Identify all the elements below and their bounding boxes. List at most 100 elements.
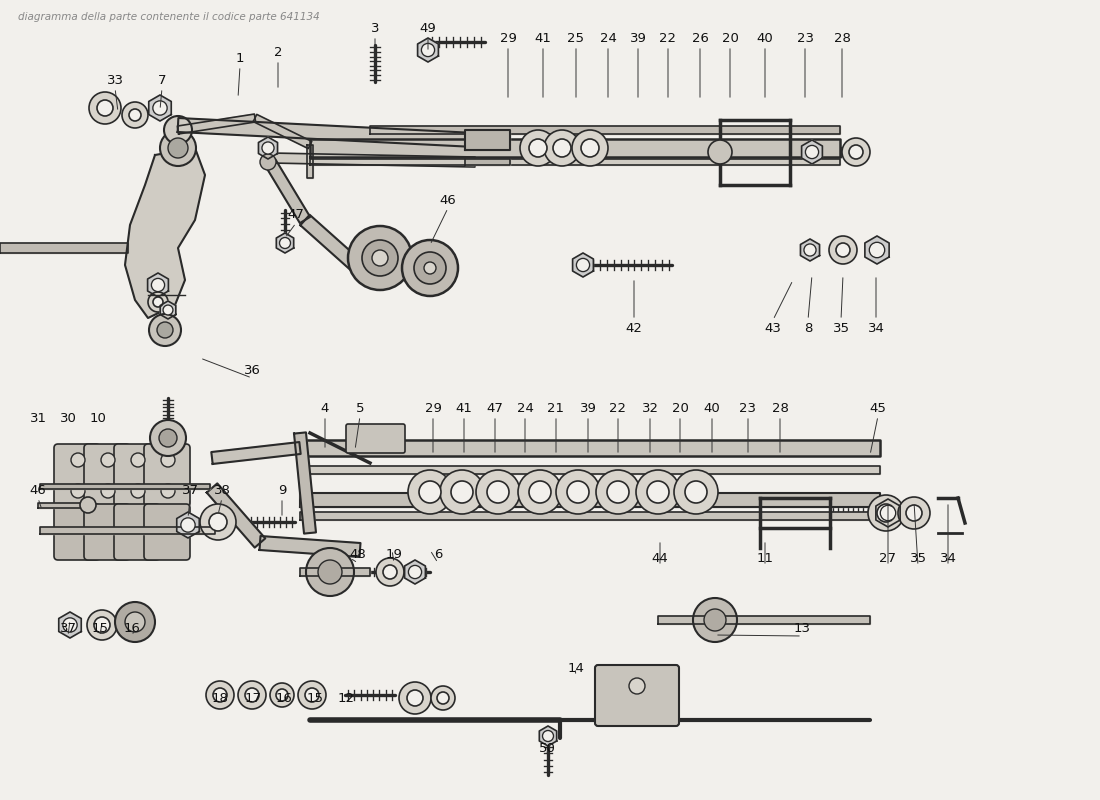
Circle shape [529,139,547,157]
Circle shape [213,688,227,702]
Polygon shape [300,493,880,507]
Circle shape [407,690,424,706]
Circle shape [553,139,571,157]
Circle shape [647,481,669,503]
Circle shape [270,683,294,707]
Text: diagramma della parte contenente il codice parte 641134: diagramma della parte contenente il codi… [18,12,320,22]
Text: 19: 19 [386,549,403,562]
Text: 43: 43 [764,322,781,334]
Text: 11: 11 [757,551,773,565]
Polygon shape [539,726,557,746]
Circle shape [238,681,266,709]
Circle shape [869,242,884,258]
Circle shape [399,682,431,714]
Circle shape [276,689,288,701]
Text: 50: 50 [539,742,556,754]
Circle shape [544,130,580,166]
Text: 28: 28 [834,31,850,45]
Circle shape [101,484,116,498]
Text: 18: 18 [211,691,229,705]
Text: 37: 37 [59,622,77,634]
Circle shape [451,481,473,503]
Polygon shape [865,236,889,264]
Polygon shape [177,114,255,134]
Polygon shape [177,512,199,538]
Text: 44: 44 [651,551,669,565]
Circle shape [180,518,195,532]
Text: 49: 49 [419,22,437,34]
Text: 30: 30 [59,411,76,425]
Text: 31: 31 [30,411,46,425]
Circle shape [556,470,600,514]
Circle shape [636,470,680,514]
Text: 36: 36 [243,363,261,377]
Circle shape [607,481,629,503]
Circle shape [836,243,850,257]
Circle shape [153,101,167,115]
Polygon shape [147,273,168,297]
Circle shape [898,497,929,529]
FancyBboxPatch shape [84,504,130,560]
Polygon shape [125,148,205,318]
FancyBboxPatch shape [595,665,679,726]
Text: 38: 38 [213,483,230,497]
Polygon shape [177,118,475,147]
Circle shape [476,470,520,514]
Polygon shape [207,483,265,548]
Text: 15: 15 [307,691,323,705]
Circle shape [842,138,870,166]
Circle shape [129,109,141,121]
Polygon shape [418,38,439,62]
Text: 14: 14 [568,662,584,674]
Circle shape [629,678,645,694]
Text: 1: 1 [235,51,244,65]
Text: 35: 35 [833,322,849,334]
Circle shape [880,506,895,521]
Circle shape [262,142,274,154]
FancyBboxPatch shape [144,444,190,507]
FancyBboxPatch shape [114,504,160,560]
Text: 41: 41 [535,31,551,45]
Polygon shape [148,95,172,121]
Circle shape [148,292,168,312]
FancyBboxPatch shape [54,444,100,507]
Circle shape [89,92,121,124]
Circle shape [298,681,326,709]
Circle shape [576,258,590,272]
Polygon shape [265,159,310,223]
Polygon shape [801,239,820,261]
Circle shape [693,598,737,642]
Polygon shape [258,137,277,159]
Circle shape [383,565,397,579]
Circle shape [160,429,177,447]
Text: 8: 8 [804,322,812,334]
Polygon shape [465,159,510,165]
Circle shape [72,484,85,498]
Text: 24: 24 [517,402,534,414]
Circle shape [318,560,342,584]
Circle shape [419,481,441,503]
Circle shape [97,100,113,116]
Circle shape [520,130,556,166]
Polygon shape [161,301,176,319]
Polygon shape [39,502,88,507]
Polygon shape [253,114,311,149]
Polygon shape [405,560,426,584]
Circle shape [581,139,600,157]
Text: 34: 34 [868,322,884,334]
Text: 32: 32 [641,402,659,414]
Circle shape [566,481,588,503]
Circle shape [168,138,188,158]
Polygon shape [573,253,593,277]
Polygon shape [294,433,316,534]
FancyBboxPatch shape [84,444,130,507]
Text: 46: 46 [30,483,46,497]
Circle shape [518,470,562,514]
Polygon shape [465,130,510,150]
Text: 10: 10 [89,411,107,425]
Circle shape [708,140,732,164]
Text: 12: 12 [338,691,354,705]
Circle shape [849,145,864,159]
Text: 23: 23 [739,402,757,414]
Text: 47: 47 [287,209,305,222]
